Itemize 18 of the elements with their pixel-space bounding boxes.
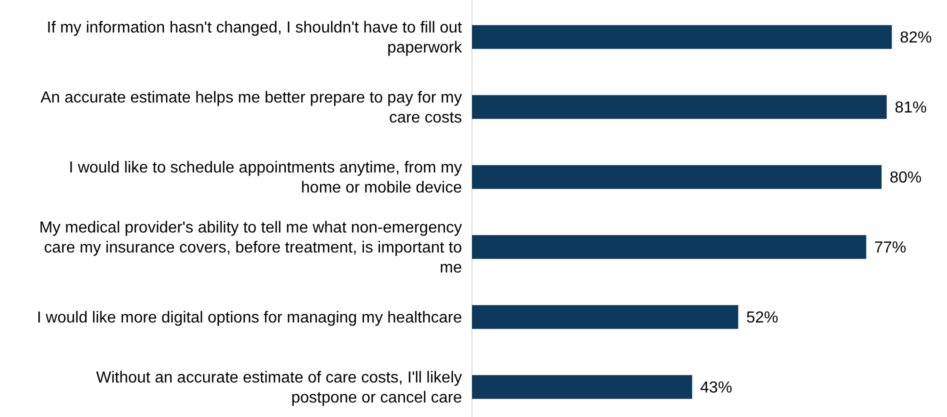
y-tick-label: An accurate estimate helps me better prepare to pay for my care costs [40,90,462,127]
bar [472,165,882,189]
bar [472,375,692,399]
y-tick-label: I would like more digital options for managing my healthcare [36,310,462,327]
bar [472,305,738,329]
bar [472,25,892,49]
data-label: 81% [894,100,927,117]
data-label: 77% [874,240,906,257]
data-label: 52% [746,310,778,327]
y-tick-label: Without an accurate estimate of care costs, I'll likely postpone or cancel care [96,370,462,407]
y-tick-label: If my information hasn't changed, I shouldn't have to fill out paperwork [46,20,463,57]
y-tick-label: I would like to schedule appointments anytime, from my home or mobile device [68,160,462,197]
bar [472,235,866,259]
data-label: 80% [890,170,922,187]
y-tick-label: My medical provider's ability to tell me what non-emergency care my insurance covers, before treatment, is important to me [39,220,462,277]
data-label: 82% [900,30,932,47]
bar [472,95,887,119]
data-label: 43% [700,380,732,397]
